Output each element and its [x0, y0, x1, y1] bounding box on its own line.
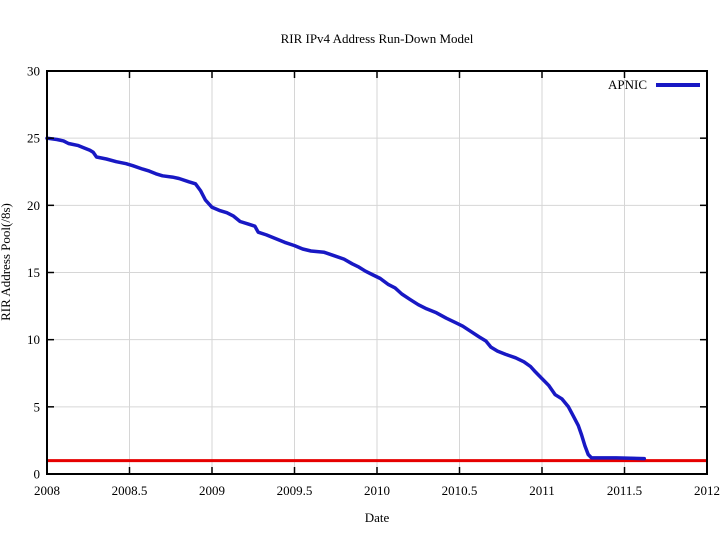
y-tick-label: 10 — [27, 332, 40, 347]
x-axis-title: Date — [364, 510, 390, 525]
legend-series-label: APNIC — [607, 77, 647, 92]
plot-frame — [46, 70, 708, 475]
y-tick-label: 15 — [27, 265, 40, 280]
axis-tick-labels: 2008 2008.5 2009 2009.5 2010 2010.5 2011 2011.5… — [27, 64, 720, 499]
x-tick-label: 2008 — [34, 483, 60, 498]
x-tick-label: 2008.5 — [112, 483, 148, 498]
legend-line-sample-icon — [656, 83, 700, 87]
y-tick-label: 25 — [27, 131, 40, 146]
legend: APNIC — [540, 78, 700, 92]
y-tick-label: 0 — [34, 467, 41, 482]
apnic-series-line — [45, 136, 647, 461]
x-tick-label: 2012 — [694, 483, 720, 498]
data-series-layer — [45, 136, 707, 463]
x-tick-label: 2010.5 — [442, 483, 478, 498]
y-tick-label: 30 — [27, 64, 40, 79]
y-axis-title: RIR Address Pool(/8s) — [0, 203, 13, 321]
x-tick-label: 2010 — [364, 483, 390, 498]
x-tick-label: 2009.5 — [277, 483, 313, 498]
grid-lines — [47, 71, 707, 474]
y-tick-label: 5 — [34, 399, 41, 414]
x-tick-label: 2009 — [199, 483, 225, 498]
x-tick-label: 2011 — [529, 483, 555, 498]
x-tick-label: 2011.5 — [607, 483, 642, 498]
chart-title: RIR IPv4 Address Run-Down Model — [280, 31, 474, 46]
y-tick-label: 20 — [27, 198, 40, 213]
